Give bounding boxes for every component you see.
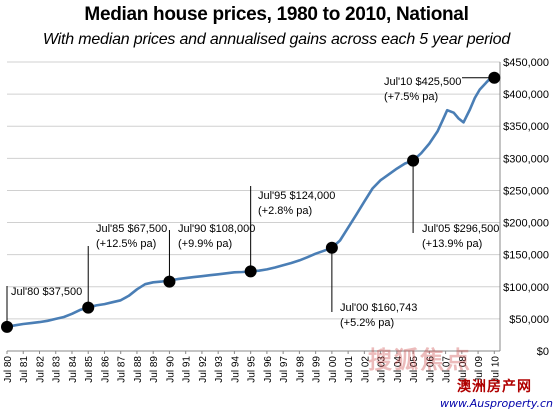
x-tick-label: Jul 82 xyxy=(35,356,46,383)
annotation-label: Jul'00 $160,743 xyxy=(340,302,417,314)
grid-layer xyxy=(7,61,500,352)
y-tick-label: $50,000 xyxy=(509,314,549,326)
x-tick-label: Jul 84 xyxy=(68,356,79,383)
axis-layer: $0 $50,000 $100,000 $150,000 $200,000 $250,00… xyxy=(3,57,549,383)
x-tick-label: Jul 05 xyxy=(409,356,420,383)
y-tick-label: $400,000 xyxy=(503,89,549,101)
annotation-label: Jul'80 $37,500 xyxy=(11,286,82,298)
x-tick-label: Jul 90 xyxy=(165,356,176,383)
annotation-layer: Jul'80 $37,500 Jul'85 $67,500 (+12.5% pa) J… xyxy=(1,71,501,333)
x-tick-label: Jul 03 xyxy=(377,356,388,383)
watermark-url: www.Ausproperty.cn xyxy=(440,397,553,410)
y-tick-label: $450,000 xyxy=(503,57,549,69)
x-tick-label: Jul 00 xyxy=(328,356,339,383)
x-tick-label: Jul 09 xyxy=(474,356,485,383)
y-tick-label: $150,000 xyxy=(503,250,549,262)
x-tick-label: Jul 02 xyxy=(360,356,371,383)
x-tick-label: Jul 96 xyxy=(263,356,274,383)
x-tick-label: Jul 80 xyxy=(3,356,14,383)
data-point-marker xyxy=(488,71,501,84)
chart-title: Median house prices, 1980 to 2010, Natio… xyxy=(84,4,469,25)
annotation-gain-label: (+9.9% pa) xyxy=(178,238,232,250)
annotation-gain-label: (+5.2% pa) xyxy=(340,317,394,329)
x-tick-label: Jul 97 xyxy=(279,356,290,383)
x-tick-label: Jul 06 xyxy=(425,356,436,383)
x-tick-label: Jul 04 xyxy=(393,356,404,383)
data-point-marker xyxy=(1,320,13,333)
x-tick-label: Jul 95 xyxy=(247,356,258,383)
annotation-label: Jul'05 $296,500 xyxy=(422,223,499,235)
x-tick-label: Jul 99 xyxy=(312,356,323,383)
data-point-marker xyxy=(82,301,95,314)
x-tick-label: Jul 87 xyxy=(117,356,128,383)
x-tick-label: Jul 08 xyxy=(458,356,469,383)
x-tick-label: Jul 92 xyxy=(198,356,209,383)
x-tick-label: Jul 85 xyxy=(84,356,95,383)
annotation-label: Jul'85 $67,500 xyxy=(96,223,167,235)
data-point-marker xyxy=(325,241,338,254)
annotation-label: Jul'10 $425,500 xyxy=(384,76,461,88)
annotation-gain-label: (+2.8% pa) xyxy=(258,205,312,217)
chart-subtitle: With median prices and annualised gains … xyxy=(42,31,511,48)
y-tick-label: $350,000 xyxy=(503,121,549,133)
annotation-gain-label: (+13.9% pa) xyxy=(422,238,482,250)
x-tick-label: Jul 98 xyxy=(295,356,306,383)
x-tick-label: Jul 88 xyxy=(133,356,144,383)
data-point-marker xyxy=(163,275,176,288)
x-tick-label: Jul 93 xyxy=(214,356,225,383)
annotation-label: Jul'95 $124,000 xyxy=(258,190,335,202)
x-tick-label: Jul 01 xyxy=(344,356,355,383)
y-tick-label: $0 xyxy=(537,346,549,358)
x-tick-label: Jul 89 xyxy=(149,356,160,383)
annotation-gain-label: (+12.5% pa) xyxy=(96,238,156,250)
x-tick-label: Jul 83 xyxy=(52,356,63,383)
x-tick-label: Jul 10 xyxy=(490,356,501,383)
watermark-site-name: 澳洲房产网 xyxy=(457,379,532,395)
x-tick-label: Jul 07 xyxy=(442,356,453,383)
watermark-logo: 搜狐焦点 xyxy=(368,346,472,374)
x-tick-label: Jul 86 xyxy=(100,356,111,383)
annotation-label: Jul'90 $108,000 xyxy=(178,223,255,235)
y-tick-label: $300,000 xyxy=(503,153,549,165)
y-tick-label: $100,000 xyxy=(503,282,549,294)
annotation-gain-label: (+7.5% pa) xyxy=(384,91,438,103)
x-tick-label: Jul 81 xyxy=(19,356,30,383)
y-tick-label: $200,000 xyxy=(503,218,549,230)
y-tick-label: $250,000 xyxy=(503,185,549,197)
data-point-marker xyxy=(244,265,257,278)
x-tick-label: Jul 94 xyxy=(230,356,241,383)
data-point-marker xyxy=(407,154,420,167)
x-tick-label: Jul 91 xyxy=(182,356,193,383)
